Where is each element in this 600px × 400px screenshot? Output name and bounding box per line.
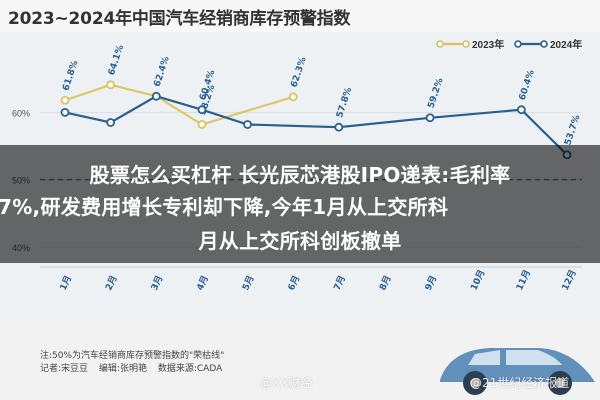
credit-designer: 编辑:张明艳 xyxy=(98,364,147,374)
data-point xyxy=(197,105,207,115)
data-point xyxy=(106,80,116,90)
car-illustration xyxy=(440,348,595,395)
legend-marker xyxy=(462,40,470,48)
notes-block: 注:50%为汽车经销商库存预警指数的"荣枯线" 记者:宋豆豆 编辑:张明艳 数据… xyxy=(40,350,230,376)
data-point xyxy=(425,113,435,123)
chart-title: 2023~2024年中国汽车经销商库存预警指数 xyxy=(8,9,351,29)
x-tick-label: 12月 xyxy=(560,268,579,292)
x-tick-label: 9月 xyxy=(423,274,439,292)
legend-marker xyxy=(514,40,522,48)
data-label: 53.7% xyxy=(563,114,582,147)
legend-marker xyxy=(436,40,444,48)
data-label: 57.8% xyxy=(335,86,354,119)
data-label: 62.4% xyxy=(153,55,172,88)
x-tick-label: 6月 xyxy=(286,274,302,292)
data-point xyxy=(334,122,344,132)
x-tick-label: 2月 xyxy=(103,274,119,292)
x-tick-label: 4月 xyxy=(195,274,211,292)
credit-source: 数据来源:CADA xyxy=(157,364,223,374)
data-label: 59.2% xyxy=(426,77,445,110)
watermark-left: @XX财经 xyxy=(260,376,313,390)
title-bar: 2023~2024年中国汽车经销商库存预警指数 xyxy=(0,0,600,33)
x-tick-label: 1月 xyxy=(58,274,74,292)
headline-overlay[interactable]: 股票怎么买杠杆 长光辰芯港股IPO递表:毛利率 7%,研发费用增长专利却下降,今… xyxy=(0,145,600,263)
x-tick-label: 11月 xyxy=(514,268,533,292)
data-label: 62.3% xyxy=(290,56,309,89)
data-point xyxy=(60,95,70,105)
data-point xyxy=(151,91,161,101)
headline-line-2: 7%,研发费用增长专利却下降,今年1月从上交所科 xyxy=(0,195,449,219)
data-label: 64.1% xyxy=(107,44,126,77)
data-point xyxy=(516,105,526,115)
y-tick-label: 60% xyxy=(12,108,30,118)
data-label: 60.4% xyxy=(518,69,537,102)
x-tick-label: 7月 xyxy=(332,274,348,292)
data-point xyxy=(106,118,116,127)
data-point xyxy=(197,120,207,129)
headline-line-1: 股票怎么买杠杆 长光辰芯港股IPO递表:毛利率 xyxy=(89,163,511,187)
data-label: 60.4% xyxy=(198,69,217,102)
credit-editor: 记者:宋豆豆 xyxy=(40,364,89,374)
legend-marker xyxy=(540,40,548,48)
headline-line-3: 月从上交所科创板撤单 xyxy=(198,229,402,253)
x-tick-label: 8月 xyxy=(377,274,393,292)
credits-row: 记者:宋豆豆 编辑:张明艳 数据来源:CADA xyxy=(40,363,230,376)
x-tick-label: 3月 xyxy=(149,274,165,292)
x-tick-label: 10月 xyxy=(468,268,487,292)
legend-label: 2024年 xyxy=(550,38,582,51)
series-line-2023 xyxy=(64,83,294,126)
data-point xyxy=(60,107,70,117)
watermark-right: @21世纪经济报道 xyxy=(470,376,570,390)
data-point xyxy=(243,120,252,129)
legend-label: 2023年 xyxy=(472,38,504,51)
note-threshold: 注:50%为汽车经销商库存预警指数的"荣枯线" xyxy=(40,351,225,361)
x-tick-label: 5月 xyxy=(240,274,256,292)
data-point xyxy=(288,92,298,102)
data-label: 61.8% xyxy=(61,59,80,92)
